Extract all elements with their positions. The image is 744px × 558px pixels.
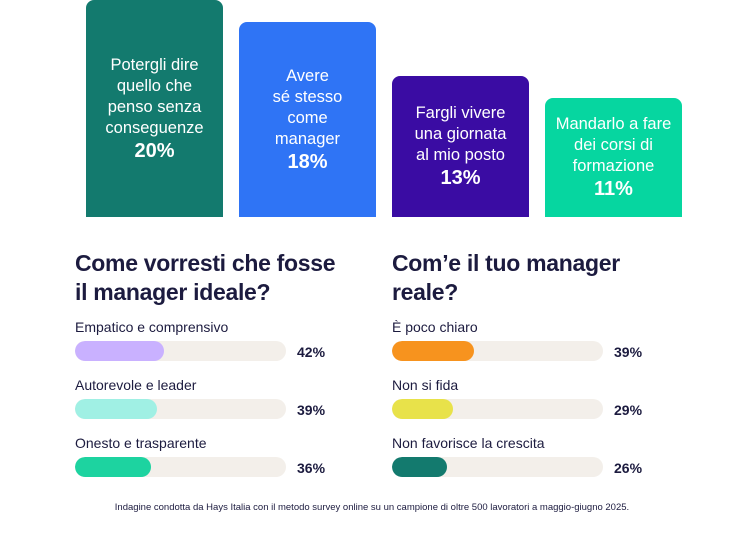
bar-fill — [75, 341, 164, 361]
bar-value: 36% — [297, 460, 326, 476]
bar-track — [392, 457, 603, 477]
real-manager-title: Com’e il tuo manager reale? — [392, 250, 620, 305]
bar-track — [75, 399, 286, 419]
bar-fill — [75, 399, 157, 419]
column-bar: Fargli vivere una giornata al mio posto 1… — [392, 76, 529, 217]
bar-label: Empatico e comprensivo — [75, 319, 229, 335]
bar-value: 42% — [297, 344, 326, 360]
column-value: 20% — [134, 139, 175, 162]
column-bar: Mandarlo a fare dei corsi di formazione 1… — [545, 98, 682, 217]
bar-fill — [392, 457, 447, 477]
footnote: Indagine condotta da Hays Italia con il … — [114, 502, 630, 513]
bar-fill — [392, 399, 453, 419]
bar-fill — [392, 341, 474, 361]
column-label: Potergli dire quello che penso senza con… — [105, 55, 204, 137]
bar-fill — [75, 457, 151, 477]
column-bar: Potergli dire quello che penso senza con… — [86, 0, 223, 217]
bar-value: 39% — [297, 402, 326, 418]
column-label: Avere sé stesso come manager — [272, 66, 343, 148]
column-value: 18% — [287, 150, 328, 173]
column-bar: Avere sé stesso come manager 18% — [239, 22, 376, 217]
bar-value: 26% — [614, 460, 643, 476]
column-value: 13% — [440, 167, 481, 189]
column-label: Mandarlo a fare dei corsi di formazione — [555, 115, 672, 175]
bar-track — [392, 341, 603, 361]
bar-value: 39% — [614, 344, 643, 360]
bar-label: Non favorisce la crescita — [392, 435, 545, 451]
column-value: 11% — [594, 178, 633, 200]
bar-track — [392, 399, 603, 419]
bar-track — [75, 341, 286, 361]
bar-track — [75, 457, 286, 477]
bar-value: 29% — [614, 402, 643, 418]
bar-label: È poco chiaro — [392, 319, 478, 335]
ideal-manager-title: Come vorresti che fosse il manager ideal… — [75, 250, 336, 305]
bar-label: Autorevole e leader — [75, 377, 197, 393]
column-label: Fargli vivere una giornata al mio posto — [414, 104, 507, 164]
bar-label: Onesto e trasparente — [75, 435, 207, 451]
bar-label: Non si fida — [392, 377, 459, 393]
